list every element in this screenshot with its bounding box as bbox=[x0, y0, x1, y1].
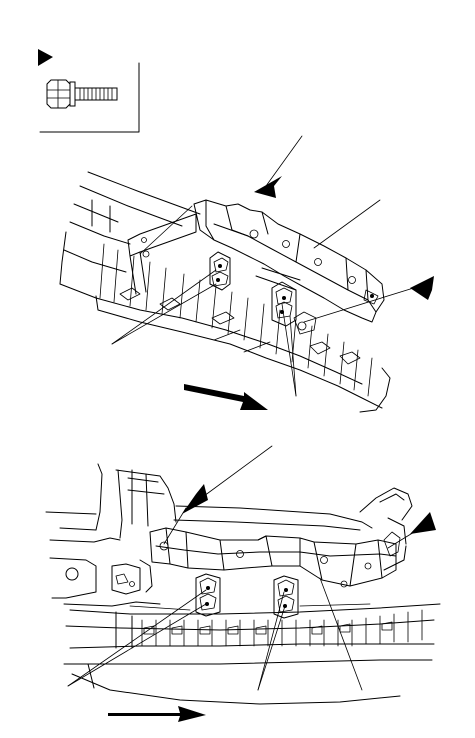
upper-callout-triangle-right-icon bbox=[410, 276, 434, 300]
lower-clip-right bbox=[273, 575, 299, 619]
legend-triangle-icon bbox=[38, 49, 53, 66]
legend-frame bbox=[39, 62, 140, 133]
upper-callout-lines bbox=[111, 135, 421, 397]
upper-view bbox=[59, 135, 434, 413]
lower-floor-ribs bbox=[129, 603, 423, 647]
upper-frame-edges bbox=[59, 171, 391, 413]
lower-floor-structure bbox=[63, 603, 441, 705]
lower-callout-triangle-top-icon bbox=[182, 484, 208, 514]
lower-callout-triangle-right-icon bbox=[410, 512, 436, 534]
upper-underbody-plate bbox=[127, 213, 197, 295]
upper-forward-arrow-icon bbox=[184, 384, 268, 410]
lower-view bbox=[45, 445, 441, 722]
lower-bracket bbox=[149, 527, 407, 588]
lower-clip-left bbox=[195, 573, 221, 617]
fastener-legend bbox=[38, 49, 140, 133]
lower-body-structure bbox=[45, 463, 413, 607]
upper-clip-left bbox=[209, 251, 231, 291]
flange-bolt-icon bbox=[46, 79, 118, 109]
upper-callout-triangle-top-icon bbox=[254, 176, 282, 198]
upper-floor-ribs bbox=[99, 243, 373, 397]
lower-forward-arrow-icon bbox=[108, 706, 206, 722]
lower-callout-lines bbox=[67, 445, 425, 691]
upper-bracket bbox=[193, 199, 385, 335]
